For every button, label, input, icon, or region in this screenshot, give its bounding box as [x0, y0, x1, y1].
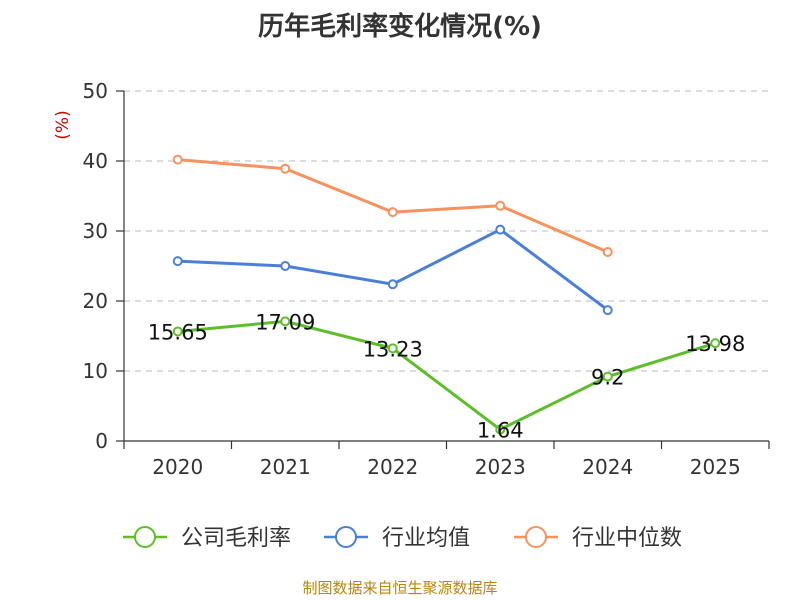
x-tick-label: 2024	[582, 455, 633, 479]
y-tick-label: 20	[83, 289, 108, 313]
grid-lines	[124, 90, 769, 372]
data-label: 13.23	[363, 337, 423, 361]
data-label: 1.64	[477, 419, 524, 443]
legend-label: 公司毛利率	[181, 526, 291, 551]
x-tick-label: 2023	[475, 455, 526, 479]
series-line	[177, 319, 716, 432]
axes: 0 10 20 30 40 50 2020 2021 2022 2023 2024 2025	[83, 79, 770, 479]
data-labels: 15.65 17.09 13.23 1.64 9.2 13.98	[148, 310, 746, 442]
y-tick-label: 10	[83, 359, 108, 383]
series-lines	[172, 154, 721, 435]
data-point	[280, 163, 291, 174]
data-label: 9.2	[591, 366, 624, 390]
series-line	[177, 228, 609, 312]
legend[interactable]: 公司毛利率 行业均值 行业中位数	[123, 526, 682, 551]
data-point	[710, 338, 721, 349]
y-tick-label: 30	[83, 219, 108, 243]
data-point	[387, 343, 398, 354]
series-line	[177, 158, 609, 254]
data-point	[495, 424, 506, 435]
x-tick-label: 2020	[152, 455, 203, 479]
x-tick-label: 2021	[260, 455, 311, 479]
data-point	[495, 224, 506, 235]
data-point	[602, 371, 613, 382]
legend-item[interactable]: 行业中位数	[514, 526, 682, 551]
y-tick-label: 0	[95, 429, 108, 453]
legend-marker	[134, 526, 156, 548]
legend-marker	[525, 526, 547, 548]
data-point	[602, 247, 613, 257]
y-tick-label: 50	[83, 79, 108, 103]
source-note: 制图数据来自恒生聚源数据库	[302, 579, 498, 597]
x-tick-label: 2025	[690, 455, 741, 479]
data-point	[172, 326, 183, 337]
data-point	[280, 261, 291, 271]
data-point	[172, 154, 183, 165]
legend-label: 行业中位数	[572, 526, 682, 551]
data-point	[387, 207, 398, 218]
data-label: 15.65	[148, 320, 208, 344]
data-point	[495, 200, 506, 211]
data-point	[387, 279, 398, 290]
data-point	[280, 316, 291, 327]
data-point	[172, 256, 183, 267]
y-axis-unit-label: (%)	[53, 110, 73, 139]
legend-item[interactable]: 公司毛利率	[123, 526, 291, 551]
legend-item[interactable]: 行业均值	[324, 526, 470, 551]
data-point	[602, 305, 613, 316]
legend-label: 行业均值	[382, 526, 470, 551]
x-tick-label: 2022	[367, 455, 418, 479]
y-tick-label: 40	[83, 149, 108, 173]
chart-title: 历年毛利率变化情况(%)	[258, 12, 542, 42]
data-label: 17.09	[255, 310, 315, 334]
data-label: 13.98	[685, 332, 745, 356]
legend-marker	[335, 526, 357, 548]
